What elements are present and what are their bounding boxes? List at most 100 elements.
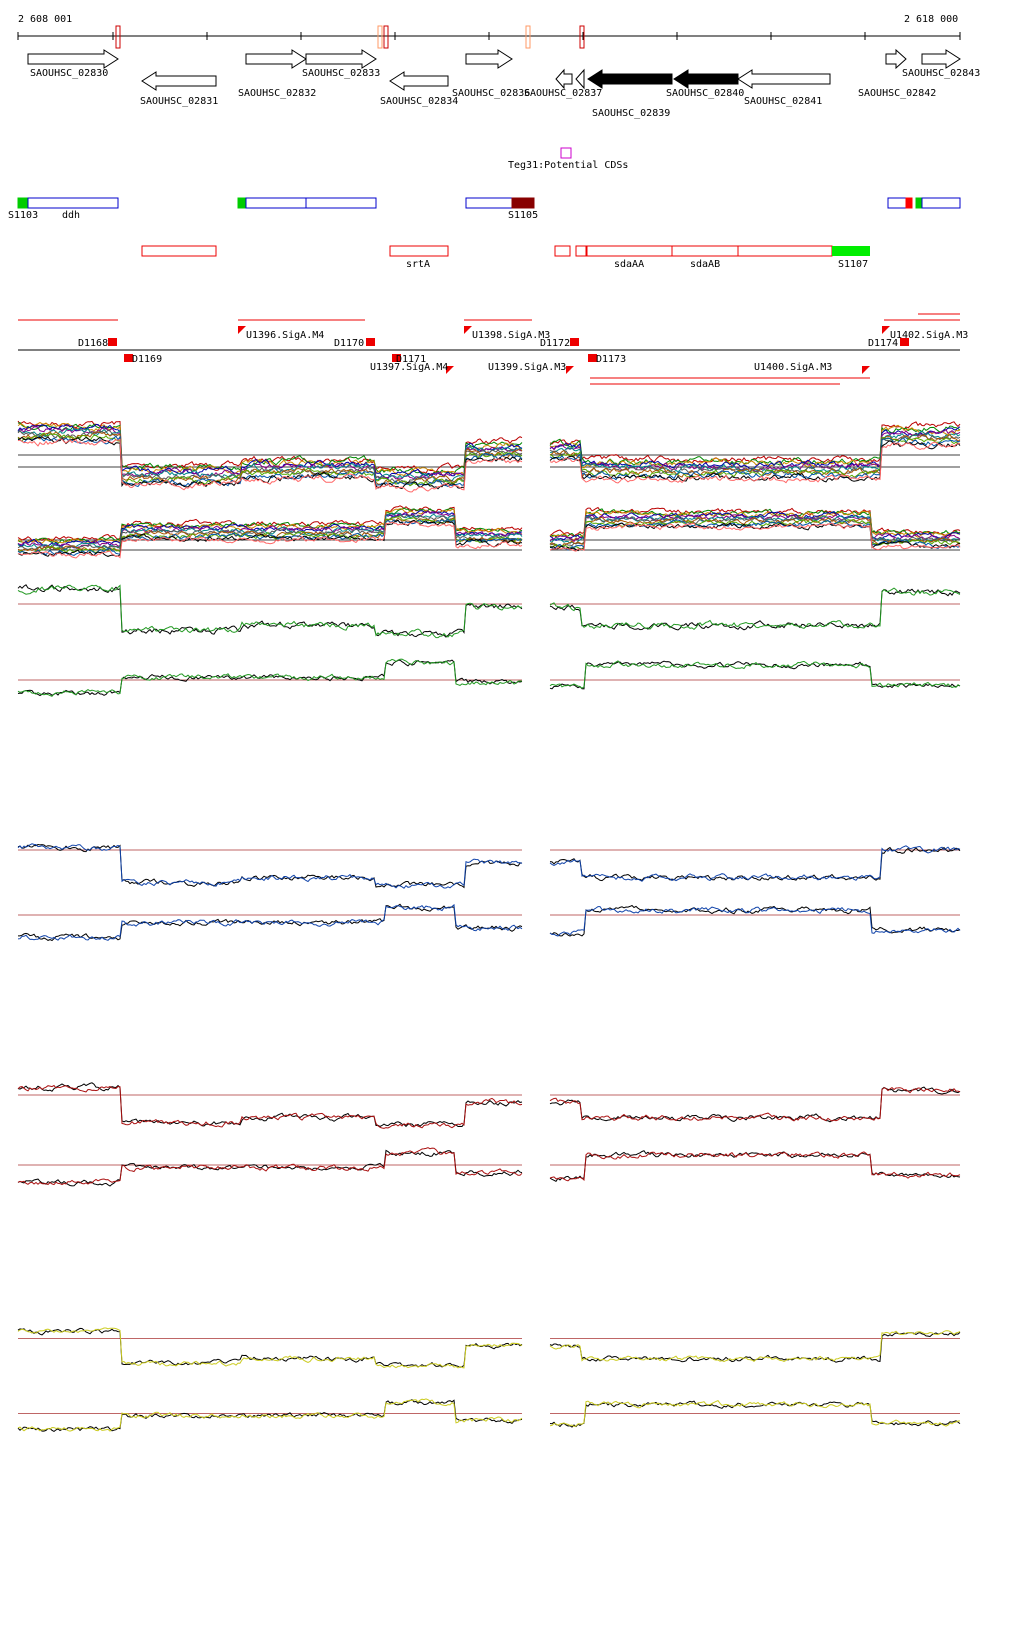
signal-line [17,510,523,547]
signal-line [549,1332,961,1363]
ruler-mark [579,25,585,49]
label: D1172 [540,338,570,349]
label: SAOUHSC_02840 [666,88,744,99]
signal-line [18,521,523,559]
ruler-mark [525,25,531,49]
signal-line [549,428,961,473]
feature [511,197,535,209]
label: S1107 [838,259,868,270]
label: U1396.SigA.M4 [246,330,324,341]
region [389,245,449,257]
signal-line [17,658,523,697]
label: D1171 [396,354,426,365]
signal-line [17,435,523,488]
region [832,246,870,256]
label: SAOUHSC_02830 [30,68,108,79]
signal-line [17,903,523,941]
label: U1402.SigA.M3 [890,330,968,341]
label: SAOUHSC_02833 [302,68,380,79]
feature [921,197,961,209]
signal-line [549,434,961,479]
gene-arrow [141,71,217,91]
label: sdaAA [614,259,644,270]
signal-line [549,1400,961,1428]
label: sdaAB [690,259,720,270]
seg-flag [862,366,870,374]
seg-box [124,354,133,362]
signal-line [549,1151,961,1182]
gene-arrow [575,68,585,90]
signal-line [17,584,523,639]
signal-line [549,587,961,631]
signal-line [17,584,523,638]
signal-line [17,514,523,551]
label: ddh [62,210,80,221]
gene-arrow [389,71,449,91]
gene-arrow [555,68,573,90]
signal-line [549,425,961,467]
label: srtA [406,259,430,270]
cds-mark [560,147,572,159]
signal-line [17,510,523,549]
signal-line [549,906,961,937]
signal-line [549,437,961,481]
signal-line [549,441,961,484]
seg-box [588,354,597,362]
seg-box [108,338,117,346]
signal-line [549,509,961,541]
signal-line [17,1399,523,1432]
signal-line [17,843,523,889]
signal-line [549,430,961,473]
gene-arrow [27,49,119,69]
label: U1399.SigA.M3 [488,362,566,373]
label: SAOUHSC_02836 [452,88,530,99]
label: 2 608 001 [18,14,72,25]
ruler-mark [377,25,383,49]
signal-line [17,519,523,557]
feature [915,197,923,209]
feature [305,197,377,209]
signal-line [549,845,961,882]
feature [245,197,307,209]
region [671,245,739,257]
signal-line [549,904,961,937]
gene-arrow [465,49,513,69]
label: SAOUHSC_02839 [592,108,670,119]
signal-line [549,522,961,552]
signal-line [17,659,523,697]
signal-line [549,588,961,631]
signal-line [17,421,523,477]
signal-line [549,1399,961,1428]
gene-arrow [885,48,907,70]
seg-flag [238,326,246,334]
signal-line [17,843,523,889]
signal-line [17,438,523,493]
gene-arrow [245,49,307,69]
signal-line [17,426,523,480]
region [586,245,673,257]
seg-box [366,338,375,346]
signal-line [549,424,961,469]
feature [905,197,913,209]
seg-flag [446,366,454,374]
label: SAOUHSC_02843 [902,68,980,79]
seg-box [570,338,579,346]
label: SAOUHSC_02837 [524,88,602,99]
feature [27,197,119,209]
label: D1173 [596,354,626,365]
label: D1174 [868,338,898,349]
gene-arrow [305,49,377,69]
signal-line [17,518,523,556]
label: D1170 [334,338,364,349]
feature [237,197,247,209]
label: SAOUHSC_02841 [744,96,822,107]
signal-line [18,903,523,942]
label: U1398.SigA.M3 [472,330,550,341]
label: U1400.SigA.M3 [754,362,832,373]
region [737,245,833,257]
label: SAOUHSC_02832 [238,88,316,99]
signal-line [17,429,523,485]
label: Teg31:Potential CDSs [508,160,628,171]
seg-flag [882,326,890,334]
signal-line [549,1330,961,1363]
